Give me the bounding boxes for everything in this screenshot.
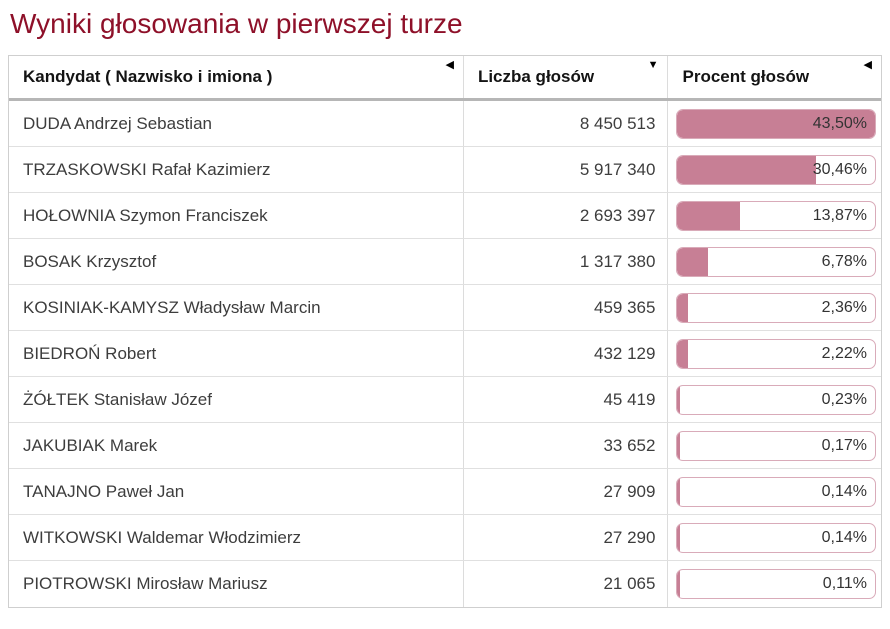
percent-bar-fill bbox=[677, 385, 681, 414]
percent-bar-label: 6,78% bbox=[821, 252, 867, 270]
percent-bar: 0,11% bbox=[676, 569, 876, 599]
percent-bar: 43,50% bbox=[676, 108, 876, 139]
votes-count: 432 129 bbox=[462, 331, 668, 376]
candidate-name: BIEDROŃ Robert bbox=[23, 343, 157, 363]
candidate-name: KOSINIAK-KAMYSZ Władysław Marcin bbox=[23, 297, 321, 317]
column-header-votes[interactable]: Liczba głosów ▼ bbox=[462, 56, 668, 98]
percent-bar-label: 0,23% bbox=[821, 390, 867, 408]
percent-bar-fill bbox=[677, 570, 681, 598]
candidate-name: PIOTROWSKI Mirosław Mariusz bbox=[23, 574, 268, 593]
percent-bar-label: 13,87% bbox=[812, 206, 867, 224]
table-body: DUDA Andrzej Sebastian 8 450 513 43,50% … bbox=[9, 101, 881, 607]
candidate-name: TANAJNO Paweł Jan bbox=[23, 481, 185, 501]
percent-bar: 0,17% bbox=[676, 430, 876, 461]
percent-bar: 13,87% bbox=[676, 200, 876, 231]
percent-bar-fill bbox=[677, 477, 681, 506]
votes-count: 459 365 bbox=[462, 285, 668, 330]
percent-bar-fill bbox=[677, 431, 681, 460]
percent-bar: 2,22% bbox=[676, 338, 876, 369]
votes-count: 1 317 380 bbox=[462, 239, 668, 284]
column-header-percent[interactable]: Procent głosów ◀ bbox=[667, 56, 881, 98]
percent-bar: 30,46% bbox=[676, 154, 876, 185]
percent-bar-fill bbox=[677, 293, 689, 322]
candidate-name: BOSAK Krzysztof bbox=[23, 251, 157, 271]
table-row: BIEDROŃ Robert 432 129 2,22% bbox=[9, 331, 881, 377]
table-row: TRZASKOWSKI Rafał Kazimierz 5 917 340 30… bbox=[9, 147, 881, 193]
votes-count: 2 693 397 bbox=[462, 193, 668, 238]
percent-cell: 0,14% bbox=[667, 469, 881, 514]
candidate-name: ŻÓŁTEK Stanisław Józef bbox=[23, 389, 212, 409]
percent-bar: 0,14% bbox=[676, 522, 876, 553]
candidate-name: TRZASKOWSKI Rafał Kazimierz bbox=[23, 159, 271, 179]
table-row: DUDA Andrzej Sebastian 8 450 513 43,50% bbox=[9, 101, 881, 147]
percent-bar: 6,78% bbox=[676, 246, 876, 277]
percent-bar-fill bbox=[677, 155, 816, 184]
percent-bar-fill bbox=[677, 523, 681, 552]
percent-bar: 2,36% bbox=[676, 292, 876, 323]
candidate-name: JAKUBIAK Marek bbox=[23, 435, 158, 455]
results-table: Kandydat ( Nazwisko i imiona ) ◀ Liczba … bbox=[8, 55, 882, 608]
percent-bar-fill bbox=[677, 339, 688, 368]
table-row: TANAJNO Paweł Jan 27 909 0,14% bbox=[9, 469, 881, 515]
votes-count: 21 065 bbox=[462, 561, 668, 607]
table-row: HOŁOWNIA Szymon Franciszek 2 693 397 13,… bbox=[9, 193, 881, 239]
percent-bar: 0,14% bbox=[676, 476, 876, 507]
percent-bar-label: 2,22% bbox=[821, 344, 867, 362]
percent-cell: 0,14% bbox=[667, 515, 881, 560]
percent-bar-fill bbox=[677, 109, 875, 138]
percent-bar-fill bbox=[677, 247, 709, 276]
votes-count: 5 917 340 bbox=[462, 147, 668, 192]
votes-count: 27 290 bbox=[462, 515, 668, 560]
percent-cell: 0,17% bbox=[667, 423, 881, 468]
percent-bar-label: 30,46% bbox=[812, 160, 867, 178]
sort-left-icon: ◀ bbox=[863, 59, 872, 71]
percent-bar-label: 0,17% bbox=[821, 436, 867, 454]
column-header-percent-label: Procent głosów bbox=[682, 67, 810, 86]
table-row: JAKUBIAK Marek 33 652 0,17% bbox=[9, 423, 881, 469]
percent-cell: 43,50% bbox=[667, 101, 881, 146]
table-row: ŻÓŁTEK Stanisław Józef 45 419 0,23% bbox=[9, 377, 881, 423]
candidate-name: HOŁOWNIA Szymon Franciszek bbox=[23, 205, 268, 225]
percent-bar-label: 0,14% bbox=[821, 528, 867, 546]
percent-cell: 0,11% bbox=[667, 561, 881, 607]
percent-cell: 2,22% bbox=[667, 331, 881, 376]
percent-bar-label: 43,50% bbox=[812, 114, 867, 132]
percent-cell: 2,36% bbox=[667, 285, 881, 330]
percent-bar: 0,23% bbox=[676, 384, 876, 415]
votes-count: 8 450 513 bbox=[462, 101, 668, 146]
percent-bar-label: 2,36% bbox=[821, 298, 867, 316]
candidate-name: WITKOWSKI Waldemar Włodzimierz bbox=[23, 527, 302, 547]
column-header-candidate-label: Kandydat ( Nazwisko i imiona ) bbox=[23, 67, 273, 86]
sort-desc-icon: ▼ bbox=[647, 59, 659, 71]
table-row: WITKOWSKI Waldemar Włodzimierz 27 290 0,… bbox=[9, 515, 881, 561]
votes-count: 27 909 bbox=[462, 469, 668, 514]
candidate-name: DUDA Andrzej Sebastian bbox=[23, 113, 212, 133]
percent-bar-fill bbox=[677, 201, 741, 230]
page-title: Wyniki głosowania w pierwszej turze bbox=[10, 8, 463, 39]
column-header-votes-label: Liczba głosów bbox=[477, 67, 595, 86]
percent-bar-label: 0,11% bbox=[822, 575, 867, 592]
percent-cell: 6,78% bbox=[667, 239, 881, 284]
votes-count: 33 652 bbox=[462, 423, 668, 468]
percent-cell: 30,46% bbox=[667, 147, 881, 192]
percent-cell: 13,87% bbox=[667, 193, 881, 238]
table-row: BOSAK Krzysztof 1 317 380 6,78% bbox=[9, 239, 881, 285]
table-row: KOSINIAK-KAMYSZ Władysław Marcin 459 365… bbox=[9, 285, 881, 331]
percent-bar-label: 0,14% bbox=[821, 482, 867, 500]
percent-cell: 0,23% bbox=[667, 377, 881, 422]
sort-left-icon: ◀ bbox=[445, 59, 454, 71]
column-header-candidate[interactable]: Kandydat ( Nazwisko i imiona ) ◀ bbox=[9, 56, 463, 98]
table-row: PIOTROWSKI Mirosław Mariusz 21 065 0,11% bbox=[9, 561, 881, 607]
votes-count: 45 419 bbox=[462, 377, 668, 422]
table-header-row: Kandydat ( Nazwisko i imiona ) ◀ Liczba … bbox=[9, 56, 881, 101]
